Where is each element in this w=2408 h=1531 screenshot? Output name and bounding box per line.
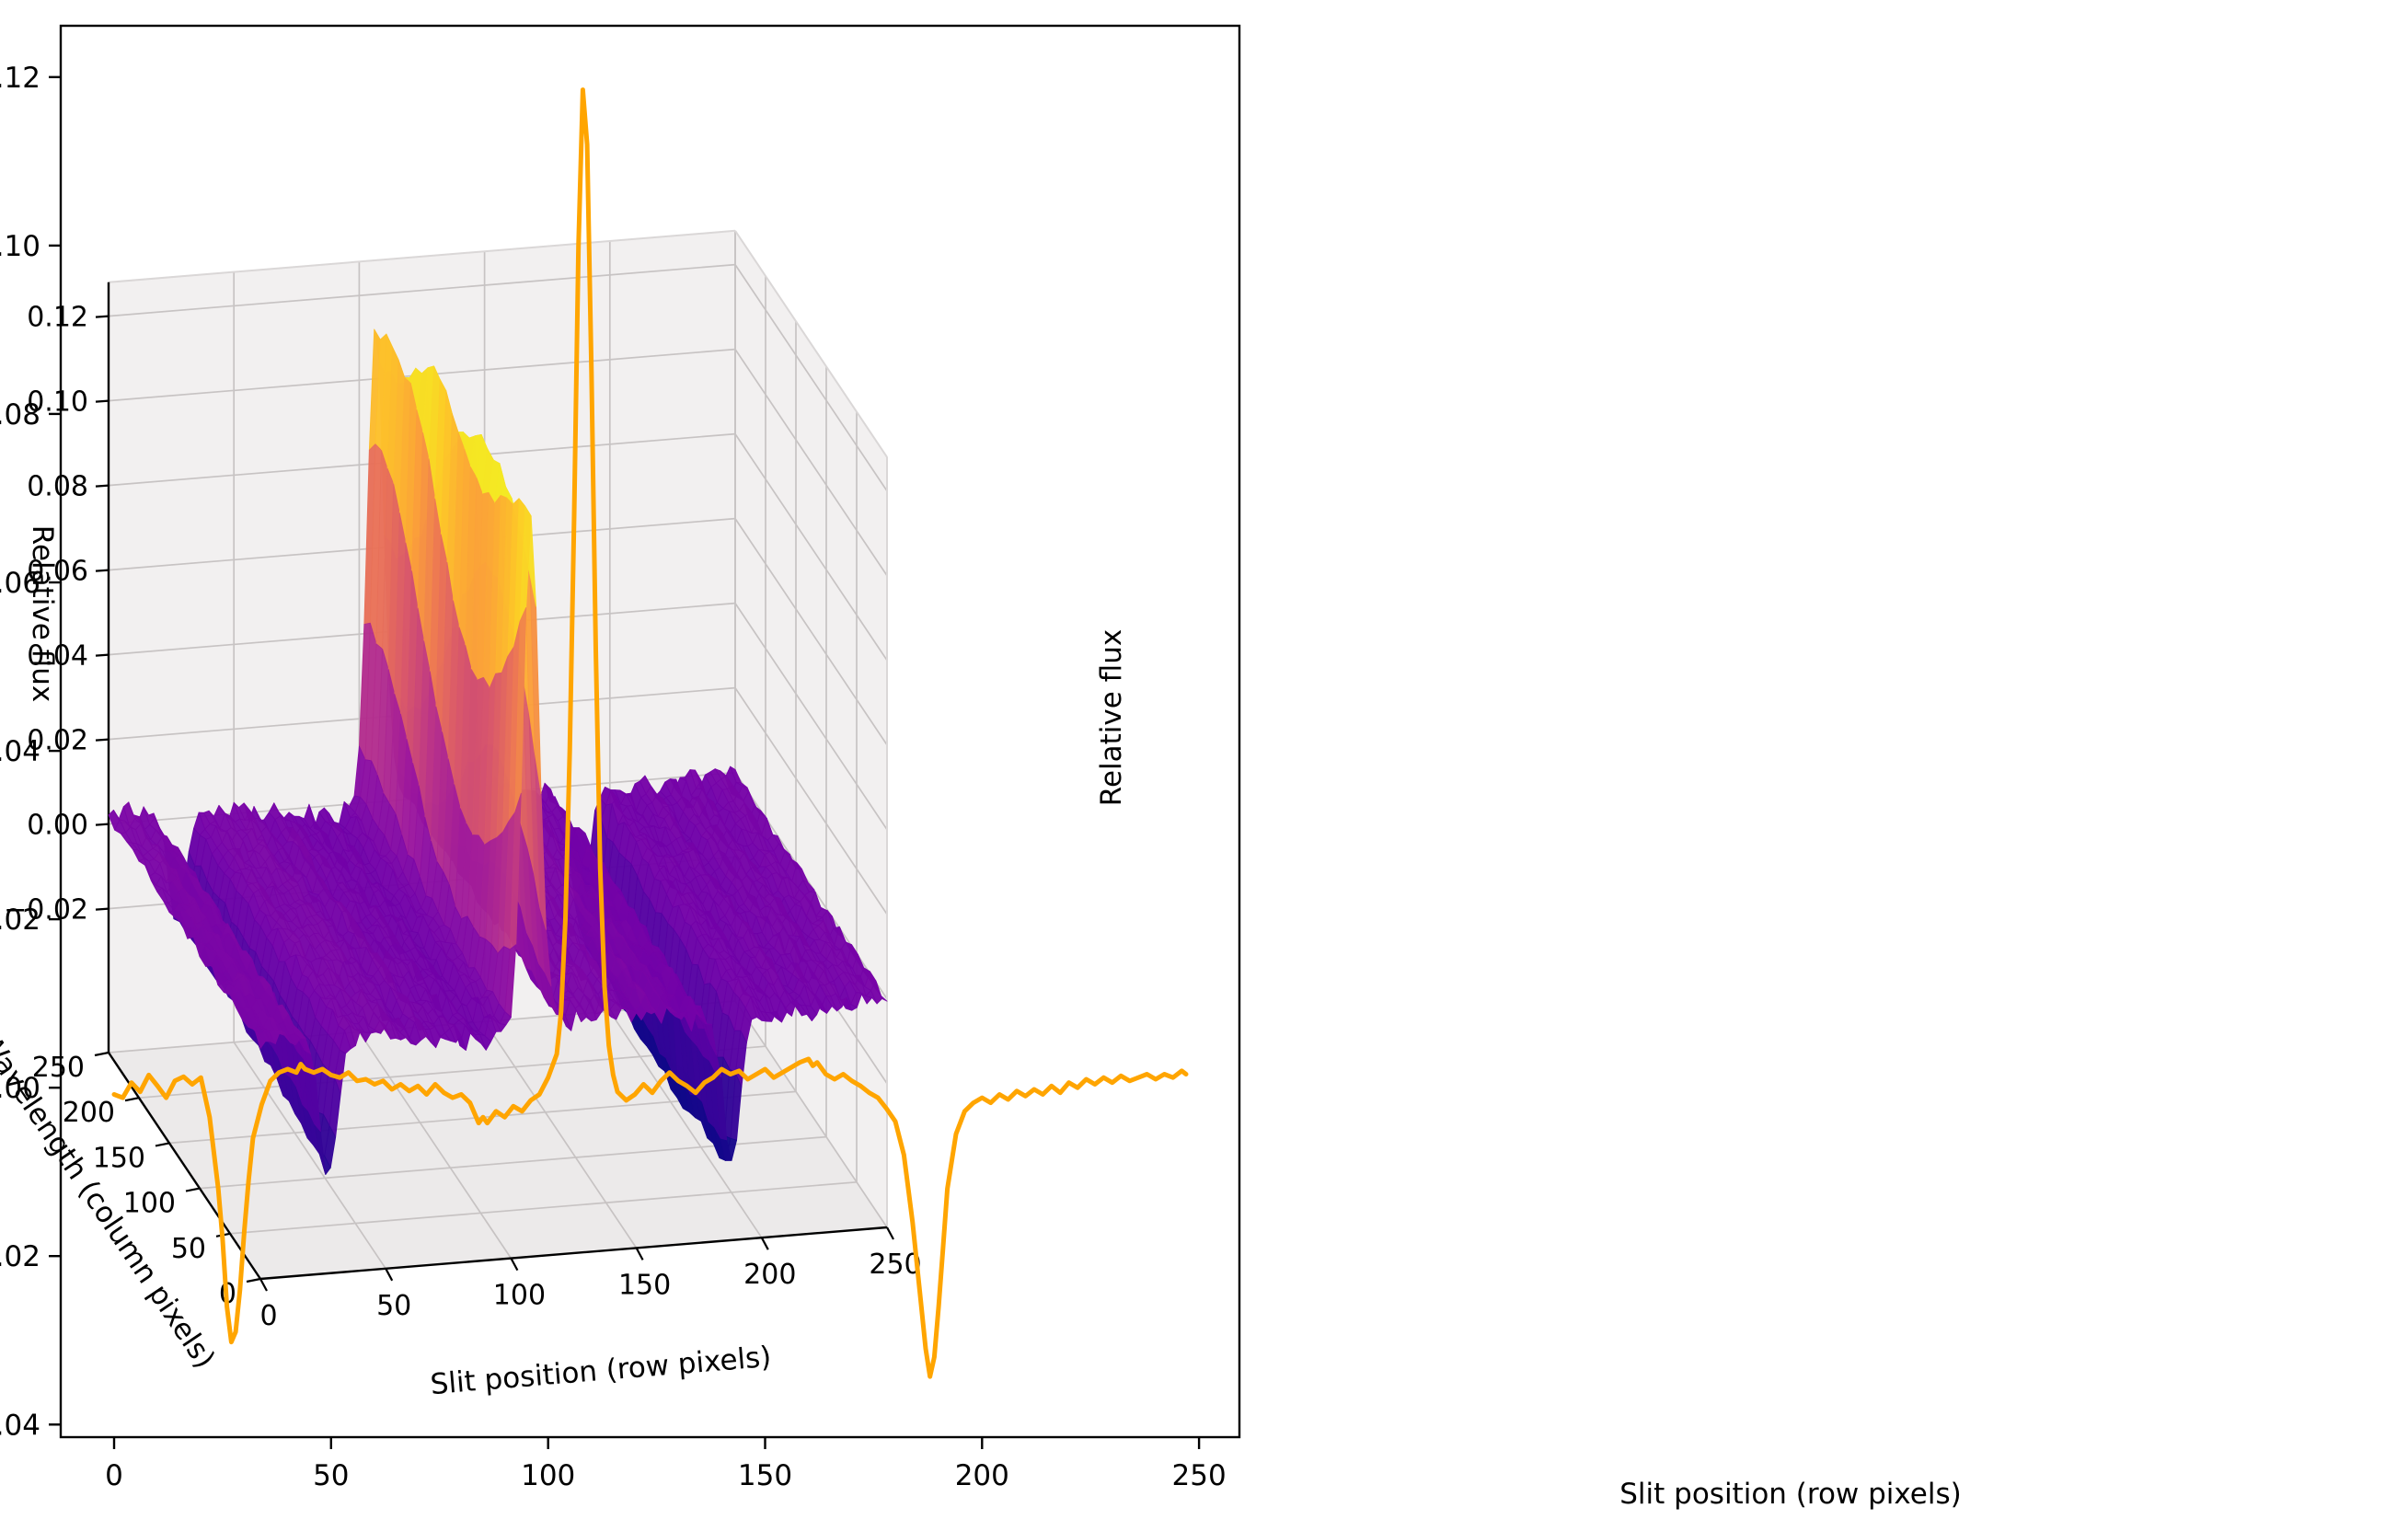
svg-text:−0.02: −0.02 — [4, 894, 88, 927]
svg-text:50: 50 — [171, 1233, 206, 1265]
x-axis-label-2d: Slit position (row pixels) — [1619, 1478, 1962, 1511]
svg-text:0.04: 0.04 — [27, 640, 88, 673]
svg-text:0.08: 0.08 — [27, 471, 88, 503]
svg-text:50: 50 — [376, 1290, 411, 1322]
surface-mesh — [108, 328, 888, 1175]
svg-text:150: 150 — [93, 1142, 145, 1174]
svg-text:250: 250 — [32, 1052, 85, 1084]
profile-2d-canvas: 0501001502002500.120.100.080.060.040.020… — [0, 24, 1241, 1492]
svg-text:150: 150 — [618, 1269, 671, 1301]
svg-text:100: 100 — [493, 1280, 546, 1312]
svg-text:200: 200 — [63, 1097, 115, 1129]
y-axis-label-2d: Relative flux — [1095, 628, 1128, 807]
svg-text:0.00: 0.00 — [27, 810, 88, 842]
z-axis-label-3d: Relative flux — [26, 524, 59, 703]
flux-profile-line — [111, 87, 1189, 1379]
svg-text:0.12: 0.12 — [0, 62, 40, 95]
svg-text:150: 150 — [738, 1459, 792, 1492]
svg-text:0: 0 — [259, 1300, 277, 1332]
svg-text:100: 100 — [123, 1188, 176, 1220]
svg-text:50: 50 — [313, 1459, 349, 1492]
svg-text:200: 200 — [743, 1259, 796, 1291]
svg-text:−0.04: −0.04 — [0, 1409, 40, 1442]
surface-3d-canvas: 0 50 100 150 200 2500501001502002500.120.100.… — [4, 229, 922, 1332]
svg-text:250: 250 — [1172, 1459, 1227, 1492]
svg-text:−0.02: −0.02 — [0, 1240, 40, 1273]
axes-2d: 0501001502002500.120.100.080.060.040.020… — [0, 24, 1241, 1492]
svg-text:0.10: 0.10 — [0, 230, 40, 263]
svg-text:0.08: 0.08 — [0, 398, 40, 432]
svg-text:0.02: 0.02 — [0, 904, 40, 937]
svg-text:0.12: 0.12 — [27, 302, 88, 334]
svg-text:100: 100 — [521, 1459, 575, 1492]
svg-text:250: 250 — [869, 1249, 921, 1281]
svg-text:200: 200 — [955, 1459, 1009, 1492]
svg-text:0: 0 — [105, 1459, 123, 1492]
